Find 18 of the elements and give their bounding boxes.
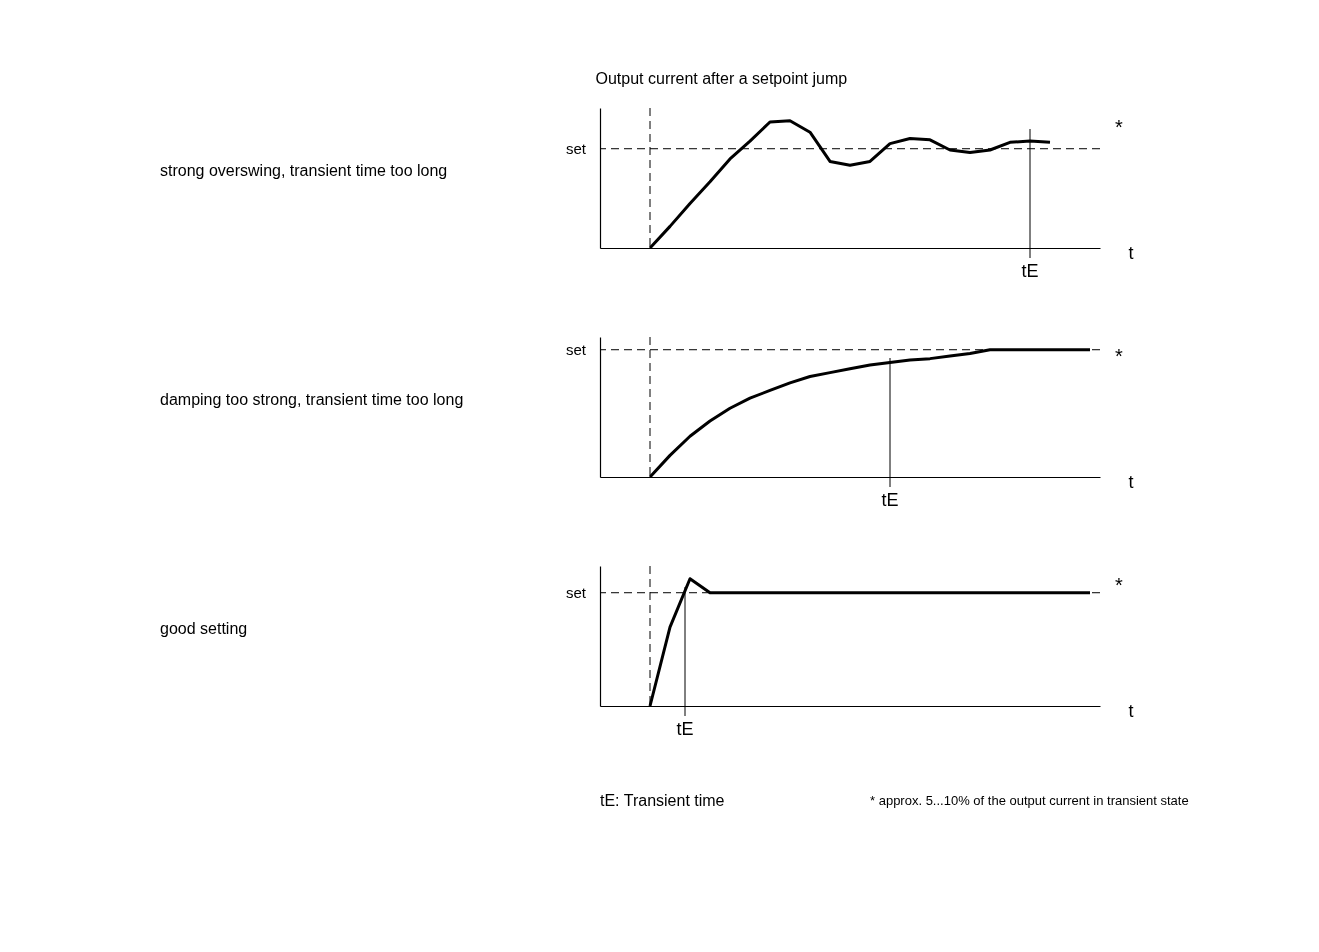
x-axis-title: t xyxy=(1128,700,1134,721)
text: * xyxy=(1115,574,1123,596)
text: tE xyxy=(881,490,899,510)
text: tE: Transient time xyxy=(600,792,725,809)
text: damping too strong, transient time too long xyxy=(160,391,464,408)
text: tE xyxy=(1021,261,1039,281)
y-axis-title: Output current after a setpoint jump xyxy=(595,69,848,87)
ref-line-label: set xyxy=(565,583,587,601)
x-axis-title: t xyxy=(1128,242,1134,263)
text: * xyxy=(1115,345,1123,367)
text: good setting xyxy=(160,620,248,637)
text: tE xyxy=(676,719,694,739)
x-axis-title: t xyxy=(1128,471,1134,492)
ref-line-label: set xyxy=(565,139,587,157)
text: * approx. 5...10% of the output current in transient state xyxy=(870,793,1189,808)
text: strong overswing, transient time too long xyxy=(160,162,448,179)
text: * xyxy=(1115,116,1123,138)
ref-line-label: set xyxy=(565,340,587,358)
